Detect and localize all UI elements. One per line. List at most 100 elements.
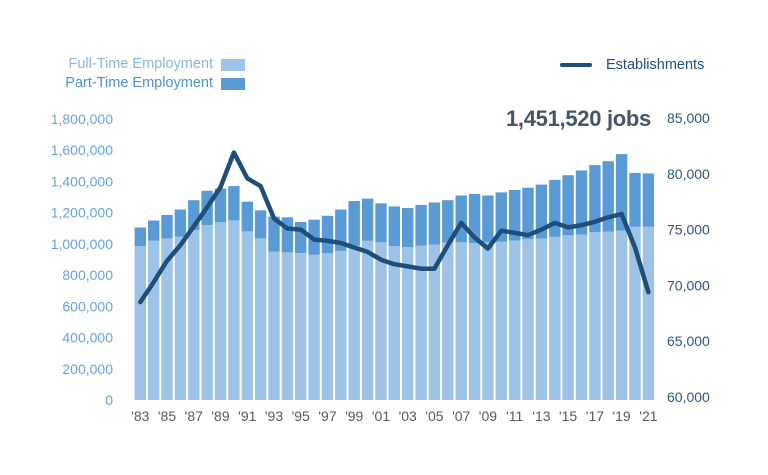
x-axis-tick-label: '05 [425, 408, 443, 424]
bar-full-time-1985 [161, 238, 173, 400]
bar-full-time-1996 [308, 254, 320, 400]
y-axis-left-tick-label: 0 [105, 392, 113, 408]
bar-part-time-1989 [214, 188, 227, 223]
y-axis-left-tick-label: 200,000 [62, 361, 113, 377]
x-axis-tick-label: '97 [318, 408, 336, 424]
bar-part-time-1997 [321, 215, 334, 254]
y-axis-left-tick-label: 1,800,000 [51, 111, 113, 127]
x-axis-tick-label: '11 [506, 408, 523, 424]
bar-full-time-2011 [509, 240, 521, 400]
bar-part-time-1990 [228, 186, 240, 221]
bar-part-time-2005 [428, 202, 441, 245]
establishments-line [138, 150, 651, 305]
bar-full-time-2007 [455, 242, 467, 400]
bar-full-time-2020 [629, 226, 641, 400]
bar-full-time-1986 [174, 236, 187, 400]
bar-part-time-2004 [415, 204, 427, 246]
bar-full-time-1989 [214, 222, 227, 400]
bar-full-time-2010 [495, 241, 507, 400]
bar-full-time-2006 [442, 242, 454, 400]
y-axis-left-tick-label: 400,000 [62, 330, 113, 346]
x-axis-tick-label: '91 [238, 408, 256, 424]
bar-full-time-2008 [468, 243, 481, 400]
bar-full-time-2012 [522, 239, 534, 400]
bar-full-time-1987 [188, 229, 200, 400]
y-axis-right-tick-label: 70,000 [667, 277, 710, 293]
bar-full-time-2005 [428, 244, 441, 400]
bar-part-time-2019 [615, 154, 628, 231]
legend-item-full-time: Full-Time Employment [58, 55, 245, 74]
bar-full-time-2001 [375, 242, 387, 400]
x-axis-tick-label: '99 [345, 408, 363, 424]
establishments-line-swatch-icon [560, 62, 592, 68]
full-time-swatch-icon [221, 58, 245, 71]
y-axis-left-tick-label: 600,000 [62, 298, 113, 314]
x-axis-tick-label: '87 [185, 408, 203, 424]
bar-part-time-2006 [442, 200, 454, 243]
bar-full-time-2003 [402, 247, 414, 400]
bar-full-time-2004 [415, 245, 427, 400]
bar-part-time-2015 [562, 175, 574, 236]
bar-part-time-2001 [375, 203, 387, 243]
bar-full-time-2009 [482, 242, 494, 400]
bar-part-time-2010 [495, 192, 507, 242]
x-axis-tick-label: '83 [131, 408, 149, 424]
bar-part-time-1991 [241, 201, 253, 232]
bar-part-time-1987 [188, 200, 200, 230]
bar-full-time-1990 [228, 220, 240, 400]
y-axis-right-tick-label: 75,000 [667, 222, 710, 238]
bar-full-time-1998 [335, 250, 347, 400]
y-axis-left-tick-label: 1,000,000 [51, 236, 113, 252]
bar-full-time-1983 [134, 246, 146, 400]
bar-full-time-2015 [562, 235, 574, 400]
x-axis-tick-label: '85 [158, 408, 176, 424]
bar-part-time-1992 [254, 210, 267, 239]
legend-item-establishments: Establishments [560, 57, 704, 73]
bar-full-time-2017 [589, 232, 601, 400]
bar-full-time-2018 [602, 231, 614, 400]
x-axis-tick-label: '17 [586, 408, 604, 424]
bar-full-time-2016 [575, 234, 588, 400]
bar-part-time-1994 [281, 217, 294, 253]
bar-part-time-2018 [602, 161, 614, 232]
bar-full-time-1999 [348, 245, 360, 400]
bar-part-time-1986 [174, 209, 187, 237]
bar-full-time-2021 [642, 226, 655, 400]
y-axis-left-tick-label: 800,000 [62, 267, 113, 283]
bar-full-time-1991 [241, 231, 253, 400]
legend-employment: Full-Time Employment Part-Time Employmen… [58, 55, 245, 93]
bar-part-time-2009 [482, 195, 494, 243]
y-axis-left-tick-label: 1,400,000 [51, 173, 113, 189]
bar-part-time-2020 [629, 172, 641, 227]
bar-part-time-2014 [549, 179, 561, 237]
bar-full-time-2014 [549, 236, 561, 400]
legend-item-part-time: Part-Time Employment [58, 74, 245, 93]
legend-label-part-time: Part-Time Employment [65, 75, 213, 91]
x-axis-tick-label: '19 [612, 408, 630, 424]
bar-full-time-1993 [268, 251, 280, 400]
bar-part-time-2016 [575, 170, 588, 235]
x-axis-tick-label: '95 [292, 408, 310, 424]
y-axis-right-tick-label: 80,000 [667, 166, 710, 182]
bar-part-time-2002 [388, 206, 400, 247]
bar-full-time-1984 [148, 240, 160, 400]
bar-part-time-1995 [295, 222, 307, 254]
bar-part-time-1985 [161, 215, 173, 239]
bar-part-time-2003 [402, 208, 414, 247]
y-axis-left-tick-label: 1,200,000 [51, 205, 113, 221]
x-axis-tick-label: '21 [639, 408, 657, 424]
bar-part-time-1984 [148, 220, 160, 241]
bar-full-time-1997 [321, 253, 334, 400]
y-axis-right-tick-label: 85,000 [667, 110, 710, 126]
bar-part-time-2012 [522, 187, 534, 240]
bar-full-time-2019 [615, 230, 628, 400]
bar-part-time-1983 [134, 227, 146, 247]
jobs-total-annotation: 1,451,520 jobs [505, 106, 651, 131]
x-axis-tick-label: '93 [265, 408, 283, 424]
bar-part-time-2008 [468, 193, 481, 244]
bar-part-time-2021 [642, 173, 655, 227]
bar-full-time-2013 [535, 238, 548, 400]
x-axis-tick-label: '07 [452, 408, 470, 424]
